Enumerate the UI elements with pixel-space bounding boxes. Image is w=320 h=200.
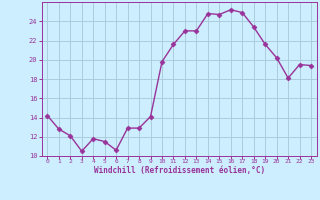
X-axis label: Windchill (Refroidissement éolien,°C): Windchill (Refroidissement éolien,°C) — [94, 166, 265, 175]
